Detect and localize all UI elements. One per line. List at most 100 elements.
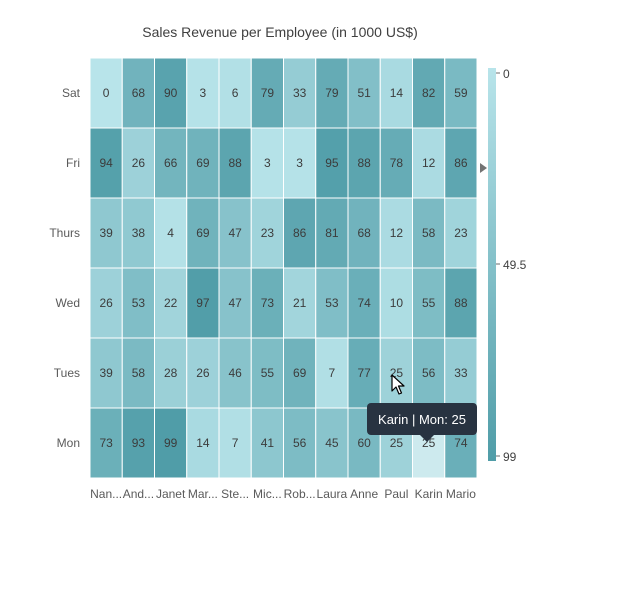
heatmap-cell[interactable]: [379, 57, 413, 129]
y-axis-label: Fri: [66, 156, 80, 170]
heatmap-cell[interactable]: [154, 197, 188, 269]
cell-value-label: 26: [132, 156, 146, 170]
cell-value-label: 74: [357, 296, 371, 310]
heatmap-cell[interactable]: [315, 267, 349, 339]
cell-value-label: 10: [390, 296, 404, 310]
x-axis-label: Janet: [156, 487, 186, 501]
cell-value-label: 97: [196, 296, 210, 310]
heatmap-cell[interactable]: [186, 127, 220, 199]
heatmap-cell[interactable]: [89, 57, 123, 129]
x-axis-label: Rob...: [284, 487, 316, 501]
legend-gradient-bar: [488, 68, 496, 461]
cell-value-label: 53: [325, 296, 339, 310]
cell-value-label: 26: [196, 366, 210, 380]
x-axis-label: Mar...: [188, 487, 218, 501]
heatmap-cell[interactable]: [121, 407, 155, 479]
y-axis-label: Mon: [57, 436, 80, 450]
tooltip: Karin | Mon: 25: [367, 403, 477, 435]
cell-value-label: 51: [357, 86, 371, 100]
heatmap-cell[interactable]: [89, 337, 123, 409]
heatmap-cell[interactable]: [121, 267, 155, 339]
heatmap-cell[interactable]: [186, 407, 220, 479]
cell-value-label: 73: [261, 296, 275, 310]
y-axis-label: Sat: [62, 86, 81, 100]
heatmap-cell[interactable]: [283, 57, 317, 129]
cell-value-label: 58: [422, 226, 436, 240]
heatmap-cell[interactable]: [444, 57, 478, 129]
heatmap-cell[interactable]: [315, 407, 349, 479]
heatmap-cell[interactable]: [154, 57, 188, 129]
heatmap-cell[interactable]: [444, 197, 478, 269]
cell-value-label: 39: [99, 226, 113, 240]
heatmap-cell[interactable]: [121, 197, 155, 269]
heatmap-cell[interactable]: [186, 337, 220, 409]
cell-value-label: 77: [357, 366, 371, 380]
cell-value-label: 93: [132, 436, 146, 450]
cell-value-label: 33: [454, 366, 468, 380]
cell-value-label: 78: [390, 156, 404, 170]
cell-value-label: 86: [293, 226, 307, 240]
cell-value-label: 45: [325, 436, 339, 450]
cell-value-label: 56: [422, 366, 436, 380]
heatmap-cell[interactable]: [444, 267, 478, 339]
cell-value-label: 88: [357, 156, 371, 170]
cell-value-label: 25: [390, 436, 404, 450]
heatmap-cell[interactable]: [121, 57, 155, 129]
cell-value-label: 55: [261, 366, 275, 380]
heatmap-cell[interactable]: [444, 127, 478, 199]
heatmap-cell[interactable]: [283, 407, 317, 479]
heatmap-cell[interactable]: [347, 127, 381, 199]
color-legend: 0 49.5 99: [480, 67, 527, 464]
heatmap-cell[interactable]: [218, 407, 252, 479]
cell-value-label: 90: [164, 86, 178, 100]
cell-value-label: 0: [103, 86, 110, 100]
cell-value-label: 69: [196, 156, 210, 170]
heatmap-cell[interactable]: [283, 127, 317, 199]
cell-value-label: 55: [422, 296, 436, 310]
cell-value-label: 58: [132, 366, 146, 380]
y-axis-label: Tues: [54, 366, 80, 380]
cell-value-label: 26: [99, 296, 113, 310]
heatmap-cell[interactable]: [250, 407, 284, 479]
cell-value-label: 3: [264, 156, 271, 170]
heatmap-cell[interactable]: [218, 197, 252, 269]
cell-value-label: 3: [296, 156, 303, 170]
cell-value-label: 99: [164, 436, 178, 450]
heatmap-cell[interactable]: [412, 127, 446, 199]
cell-value-label: 14: [390, 86, 404, 100]
cell-value-label: 95: [325, 156, 339, 170]
cell-value-label: 28: [164, 366, 178, 380]
legend-label-mid: 49.5: [503, 258, 527, 272]
heatmap-cell[interactable]: [89, 127, 123, 199]
cell-value-label: 4: [167, 226, 174, 240]
y-axis-label: Wed: [56, 296, 80, 310]
heatmap-cell[interactable]: [121, 337, 155, 409]
heatmap-cell[interactable]: [444, 337, 478, 409]
heatmap-cell[interactable]: [347, 337, 381, 409]
x-axis-label: Anne: [350, 487, 378, 501]
heatmap-cell[interactable]: [283, 267, 317, 339]
heatmap-cell[interactable]: [347, 267, 381, 339]
heatmap-cell[interactable]: [186, 267, 220, 339]
y-axis-label: Thurs: [49, 226, 80, 240]
cell-value-label: 38: [132, 226, 146, 240]
heatmap-cell[interactable]: [379, 267, 413, 339]
heatmap-cell[interactable]: [250, 197, 284, 269]
heatmap-cell[interactable]: [379, 197, 413, 269]
cell-value-label: 12: [422, 156, 436, 170]
heatmap-cell[interactable]: [218, 267, 252, 339]
tooltip-tail: [420, 435, 434, 442]
heatmap-cell[interactable]: [121, 127, 155, 199]
x-axis-label: Karin: [415, 487, 443, 501]
heatmap-cell[interactable]: [315, 57, 349, 129]
heatmap-cell[interactable]: [89, 267, 123, 339]
heatmap-cell[interactable]: [379, 337, 413, 409]
heatmap-cell[interactable]: [250, 337, 284, 409]
tooltip-text: Karin | Mon: 25: [378, 411, 466, 427]
cell-value-label: 81: [325, 226, 339, 240]
cell-value-label: 73: [99, 436, 113, 450]
cell-value-label: 88: [228, 156, 242, 170]
cell-value-label: 69: [293, 366, 307, 380]
cell-value-label: 7: [329, 366, 336, 380]
